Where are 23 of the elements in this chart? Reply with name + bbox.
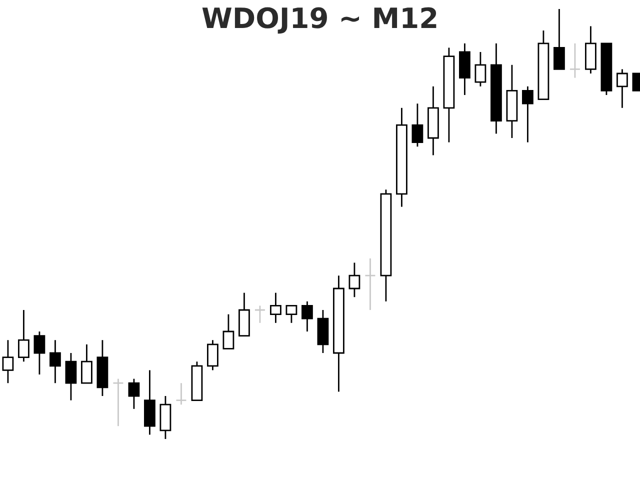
candlestick: [18, 309, 30, 362]
candlestick: [616, 68, 628, 109]
candlestick: [412, 102, 424, 148]
candlestick: [81, 344, 92, 384]
candlestick: [222, 314, 234, 350]
candlestick: [348, 262, 360, 298]
candlestick: [50, 339, 61, 384]
candlestick: [569, 42, 581, 78]
candlestick: [364, 258, 376, 311]
candlestick: [176, 382, 187, 406]
chart-title: WDOJ19 ~ M12: [201, 2, 439, 35]
candlestick: [522, 86, 534, 143]
candlestick: [34, 330, 46, 376]
candlestick: [65, 352, 77, 401]
candlestick: [207, 339, 218, 371]
candlestick: [474, 51, 486, 88]
candlestick: [554, 8, 565, 70]
candlestick: [286, 305, 298, 324]
candlestick: [254, 305, 266, 324]
candlestick: [112, 378, 124, 427]
candlestick: [270, 292, 282, 324]
candlestick: [128, 378, 140, 410]
candlestick: [302, 300, 313, 332]
